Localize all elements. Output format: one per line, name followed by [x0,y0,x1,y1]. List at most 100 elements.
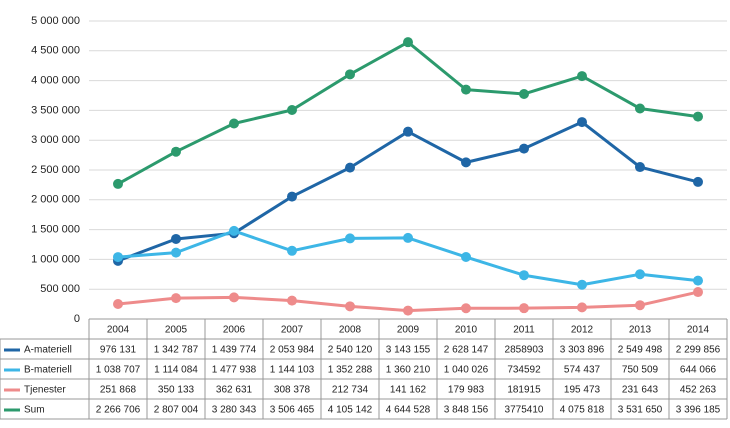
data-point [287,191,297,202]
table-value: 3 303 896 [560,345,605,356]
x-tick-label: 2011 [513,325,535,336]
data-point [577,117,587,128]
data-point [287,245,297,256]
table-value: 3 848 156 [444,405,489,416]
data-point [403,37,413,48]
table-value: 1 038 707 [96,365,141,376]
y-tick-label: 0 [74,313,80,325]
x-tick-label: 2006 [223,325,246,336]
x-tick-label: 2013 [629,325,652,336]
data-point [635,162,645,173]
table-value: 2 807 004 [154,405,199,416]
table-value: 3 280 343 [212,405,257,416]
table-value: 3 506 465 [270,405,315,416]
data-point [577,71,587,82]
table-value: 4 075 818 [560,405,605,416]
y-tick-label: 1 000 000 [31,253,80,265]
x-tick-label: 2012 [571,325,594,336]
data-point [519,270,529,281]
y-tick-label: 3 500 000 [31,104,80,116]
data-point [345,162,355,173]
table-value: 1 352 288 [328,365,373,376]
table-value: 1 439 774 [212,345,257,356]
y-tick-label: 1 500 000 [31,224,80,236]
data-point [461,303,471,314]
data-point [113,252,123,263]
table-value: 212 734 [332,385,369,396]
data-point [287,295,297,306]
table-value: 251 868 [100,385,137,396]
data-point [345,301,355,312]
data-point [113,298,123,309]
x-tick-label: 2010 [455,325,478,336]
y-tick-label: 4 000 000 [31,75,80,87]
data-point [229,292,239,303]
table-value: 195 473 [564,385,601,396]
y-tick-label: 2 000 000 [31,194,80,206]
table-value: 574 437 [564,365,601,376]
data-point [519,303,529,314]
data-point [577,279,587,290]
table-value: 362 631 [216,385,253,396]
data-point [635,300,645,311]
data-point [403,232,413,243]
table-value: 452 263 [680,385,717,396]
table-value: 4 644 528 [386,405,431,416]
y-tick-label: 2 500 000 [31,164,80,176]
table-value: 1 477 938 [212,365,257,376]
table-value: 2 549 498 [618,345,663,356]
data-point [693,287,703,298]
legend-label: Sum [24,405,45,416]
table-value: 3 531 650 [618,405,663,416]
table-value: 350 133 [158,385,195,396]
x-tick-label: 2005 [165,325,188,336]
y-tick-label: 500 000 [40,283,80,295]
table-value: 1 360 210 [386,365,431,376]
table-value: 3775410 [505,405,544,416]
table-value: 181915 [507,385,541,396]
table-value: 2 266 706 [96,405,141,416]
table-value: 1 114 084 [154,365,198,376]
table-value: 644 066 [680,365,717,376]
table-value: 2 053 984 [270,345,315,356]
data-point [635,103,645,114]
table-value: 976 131 [100,345,137,356]
table-value: 2 628 147 [444,345,489,356]
x-tick-label: 2014 [687,325,710,336]
data-point [693,111,703,122]
data-point [229,118,239,129]
x-tick-label: 2004 [107,325,130,336]
data-point [461,157,471,168]
table-value: 1 144 103 [270,365,315,376]
x-tick-label: 2008 [339,325,362,336]
table-value: 231 643 [622,385,659,396]
series-line [117,40,699,186]
y-tick-label: 5 000 000 [31,15,80,27]
data-point [171,293,181,304]
data-point [693,275,703,286]
data-point [287,105,297,116]
legend-label: A-materiell [24,345,72,356]
data-point [171,233,181,244]
y-tick-label: 4 500 000 [31,45,80,57]
table-value: 734592 [507,365,541,376]
table-value: 179 983 [448,385,485,396]
table-value: 308 378 [274,385,311,396]
data-table: 2004 2005 2006 2007 2008 2009 2010 2011 2012 2013… [0,318,728,420]
data-point [635,269,645,280]
data-point [693,176,703,187]
data-point [461,84,471,95]
data-point [113,178,123,189]
table-value: 750 509 [622,365,659,376]
legend-label: Tjenester [24,385,66,396]
data-point [345,69,355,80]
table-value: 2 299 856 [676,345,721,356]
x-tick-label: 2009 [397,325,420,336]
data-point [171,146,181,157]
data-point [577,302,587,313]
legend-label: B-materiell [24,365,72,376]
x-tick-label: 2007 [281,325,304,336]
table-value: 2858903 [505,345,544,356]
data-point [403,126,413,137]
